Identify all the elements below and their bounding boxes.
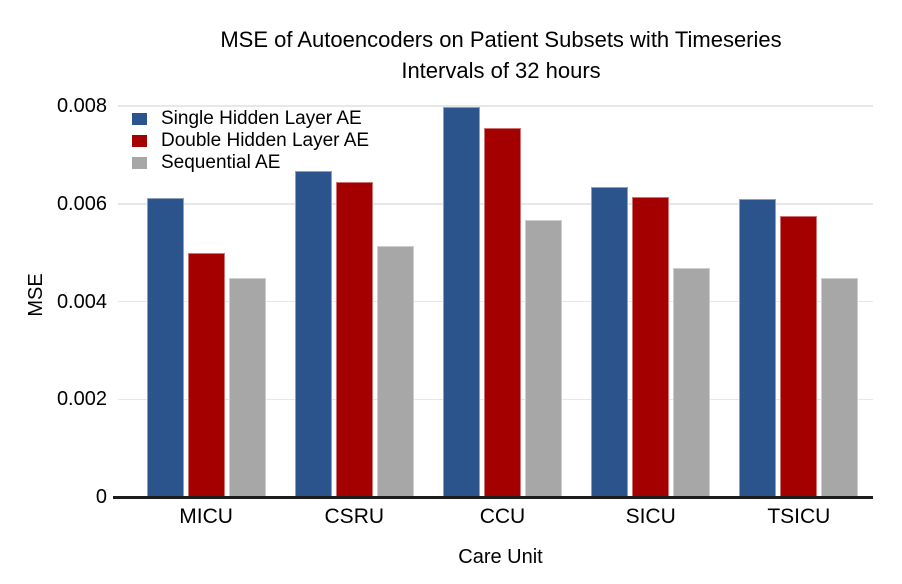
y-tick-label: 0.006 [56,192,107,215]
bar-tsicu [821,278,859,497]
bar-micu [228,278,266,497]
bar-sicu [673,268,711,497]
legend-label: Double Hidden Layer AE [161,130,370,151]
bar-micu [187,253,225,497]
y-tick-label: 0.002 [56,388,107,411]
chart-title: MSE of Autoencoders on Patient Subsets w… [100,24,902,86]
legend-item: Single Hidden Layer AE [132,108,369,130]
x-tick-label-micu: MICU [179,505,233,528]
bar-sicu [591,187,629,497]
bar-tsicu [780,216,818,497]
bar-sicu [632,197,670,497]
legend-swatch-icon [132,113,147,125]
legend-item: Sequential AE [132,152,369,174]
bar-csru [335,182,373,497]
x-axis-line [113,496,873,499]
bar-group-csru [294,106,414,497]
bar-ccu [483,128,521,497]
bar-csru [294,171,332,497]
bar-tsicu [739,199,777,497]
y-tick-label: 0.008 [56,95,107,117]
x-axis-title: Care Unit [458,546,543,568]
x-tick-label-sicu: SICU [625,505,676,528]
x-tick-labels: MICU CSRU CCU SICU TSICU [118,505,873,529]
chart-title-line-1: MSE of Autoencoders on Patient Subsets w… [220,27,782,52]
bar-csru [376,246,414,497]
bar-group-sicu [591,106,711,497]
plot-area [118,105,873,497]
legend-label: Single Hidden Layer AE [161,108,362,129]
x-tick-label-tsicu: TSICU [767,505,831,528]
chart-title-line-2: Intervals of 32 hours [401,58,601,83]
bar-group-ccu [442,106,562,497]
bar-group-tsicu [739,106,859,497]
bars-container [118,106,873,497]
legend-swatch-icon [132,157,147,169]
x-tick-label-csru: CSRU [324,505,385,528]
x-tick-label-ccu: CCU [479,505,526,528]
bar-micu [146,198,184,497]
legend: Single Hidden Layer AE Double Hidden Laye… [132,108,369,174]
y-tick-label: 0.004 [56,290,107,313]
gridline [118,105,873,107]
bar-ccu [442,107,480,497]
legend-label: Sequential AE [161,152,281,173]
legend-item: Double Hidden Layer AE [132,130,369,152]
bar-ccu [524,220,562,497]
legend-swatch-icon [132,135,147,147]
y-tick-label: 0 [95,486,107,508]
bar-group-micu [146,106,266,497]
